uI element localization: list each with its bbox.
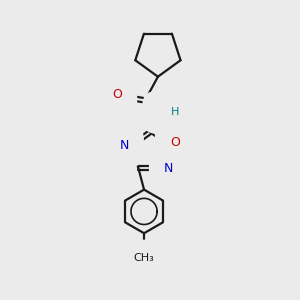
Text: N: N (164, 161, 173, 175)
Text: CH₃: CH₃ (134, 253, 154, 263)
Text: N: N (157, 106, 167, 119)
Text: H: H (171, 107, 179, 117)
Text: O: O (170, 136, 180, 149)
Text: N: N (119, 140, 129, 152)
Text: O: O (112, 88, 122, 101)
